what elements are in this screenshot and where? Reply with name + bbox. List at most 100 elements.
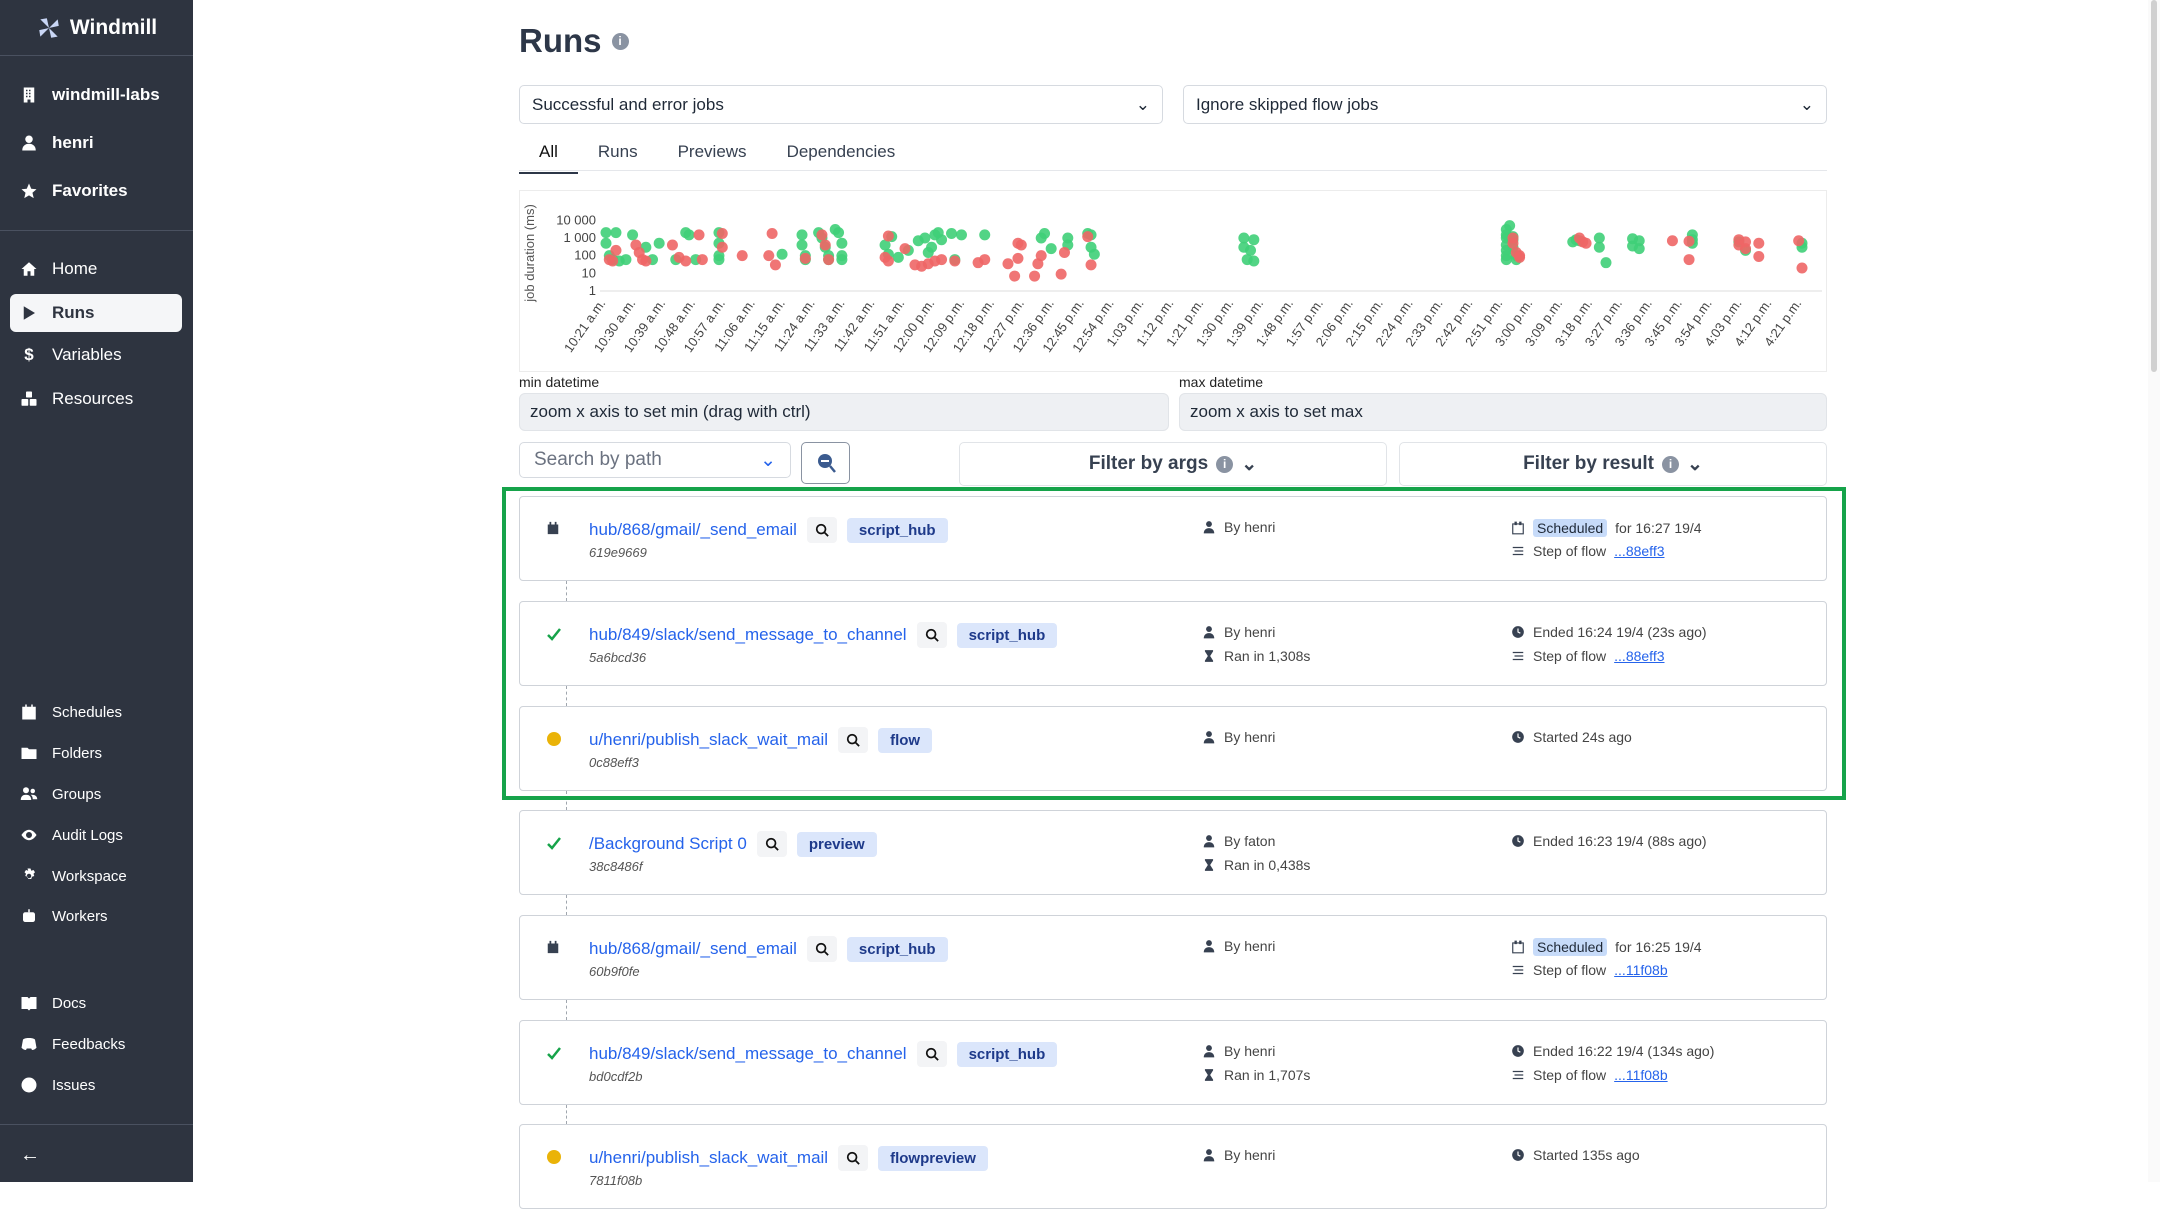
- filter-by-args-button[interactable]: Filter by args i ⌄: [959, 442, 1387, 486]
- sidebar-item-feedbacks[interactable]: Feedbacks: [10, 1025, 182, 1063]
- filter-args-label: Filter by args: [1088, 453, 1209, 474]
- sidebar-item-issues[interactable]: Issues: [10, 1066, 182, 1104]
- parent-flow: Step of flow ...88eff3: [1511, 648, 1665, 664]
- run-row[interactable]: u/henri/publish_slack_wait_mail flow 0c88…: [519, 706, 1827, 791]
- duration-text: Ran in 0,438s: [1224, 857, 1311, 873]
- job-kind-select[interactable]: Successful and error jobs ⌄: [519, 85, 1163, 124]
- success-point: [1633, 243, 1645, 255]
- info-icon: i: [1216, 455, 1234, 473]
- search-icon[interactable]: [916, 1041, 947, 1067]
- search-icon[interactable]: [838, 1145, 869, 1171]
- success-point: [1504, 220, 1516, 232]
- sidebar-workspace[interactable]: windmill-labs: [10, 76, 182, 114]
- sidebar-item-audit-logs[interactable]: Audit Logs: [10, 816, 182, 854]
- success-point: [1633, 235, 1645, 247]
- run-path-link[interactable]: u/henri/publish_slack_wait_mail: [589, 1148, 829, 1167]
- sidebar-item-workers[interactable]: Workers: [10, 897, 182, 935]
- min-datetime-label: min datetime: [519, 374, 600, 390]
- sidebar-item-variables[interactable]: $ Variables: [10, 336, 182, 374]
- failure-point: [1082, 231, 1094, 243]
- run-path-link[interactable]: /Background Script 0: [589, 834, 747, 853]
- scrollbar[interactable]: [2148, 0, 2160, 1182]
- tab-previews[interactable]: Previews: [677, 142, 747, 161]
- parent-flow-link[interactable]: ...11f08b: [1614, 1067, 1668, 1083]
- y-tick-label: 10 000: [556, 212, 596, 227]
- max-datetime-input[interactable]: zoom x axis to set max: [1179, 393, 1827, 431]
- success-point: [1039, 227, 1051, 239]
- sidebar-item-label: Feedbacks: [52, 1035, 126, 1053]
- run-path-link[interactable]: hub/849/slack/send_message_to_channel: [589, 1044, 907, 1063]
- sidebar-item-home[interactable]: Home: [10, 250, 182, 288]
- search-by-path-input[interactable]: Search by path ⌄: [519, 442, 791, 478]
- job-id: bd0cdf2b: [589, 1069, 643, 1084]
- sidebar-item-runs[interactable]: Runs: [10, 294, 182, 332]
- failure-point: [1683, 235, 1695, 247]
- flow-connector: [566, 895, 567, 915]
- failure-point: [1029, 270, 1041, 282]
- runs-chart[interactable]: job duration (ms) 10 000 1 000 100 10 1 10:21 …: [519, 190, 1827, 372]
- status-icon: [546, 940, 562, 956]
- run-row[interactable]: hub/868/gmail/_send_email script_hub 60b9…: [519, 915, 1827, 1000]
- duration-text: Ran in 1,707s: [1224, 1067, 1311, 1083]
- sidebar-item-groups[interactable]: Groups: [10, 775, 182, 813]
- windmill-logo-icon: [39, 17, 59, 38]
- run-row[interactable]: /Background Script 0 preview 38c8486f By …: [519, 810, 1827, 895]
- zoom-out-button[interactable]: [801, 442, 850, 484]
- info-icon[interactable]: i: [611, 32, 629, 50]
- brand-logo[interactable]: Windmill: [0, 0, 193, 56]
- scrollbar-thumb[interactable]: [2151, 0, 2157, 372]
- sidebar-item-schedules[interactable]: Schedules: [10, 693, 182, 731]
- run-path-link[interactable]: hub/849/slack/send_message_to_channel: [589, 625, 907, 644]
- clock-icon: [1512, 1045, 1524, 1057]
- run-path-link[interactable]: hub/868/gmail/_send_email: [589, 939, 797, 958]
- collapse-sidebar-button[interactable]: ←: [10, 1136, 60, 1174]
- sidebar-item-folders[interactable]: Folders: [10, 734, 182, 772]
- filter-by-result-button[interactable]: Filter by result i ⌄: [1399, 442, 1827, 486]
- y-tick-label: 10: [582, 265, 596, 280]
- parent-flow-link[interactable]: ...11f08b: [1614, 962, 1668, 978]
- sidebar-item-docs[interactable]: Docs: [10, 984, 182, 1022]
- success-point: [836, 237, 848, 249]
- run-row[interactable]: hub/868/gmail/_send_email script_hub 619e…: [519, 496, 1827, 581]
- sidebar-item-label: Workers: [52, 907, 108, 925]
- sidebar-favorites[interactable]: Favorites: [10, 172, 182, 210]
- status-icon: [546, 835, 562, 851]
- run-row[interactable]: hub/849/slack/send_message_to_channel scr…: [519, 1020, 1827, 1105]
- min-datetime-input[interactable]: zoom x axis to set min (drag with ctrl): [519, 393, 1169, 431]
- users-icon: [20, 787, 38, 800]
- skipped-jobs-select[interactable]: Ignore skipped flow jobs ⌄: [1183, 85, 1827, 124]
- search-icon[interactable]: [806, 517, 837, 543]
- sidebar-item-workspace[interactable]: Workspace: [10, 857, 182, 895]
- tab-dependencies[interactable]: Dependencies: [786, 142, 896, 161]
- list-icon: [1512, 965, 1524, 975]
- clock-icon: [1512, 835, 1524, 847]
- sidebar-item-resources[interactable]: Resources: [10, 380, 182, 418]
- run-author: By henri: [1202, 1043, 1275, 1059]
- search-icon[interactable]: [838, 727, 869, 753]
- run-row[interactable]: hub/849/slack/send_message_to_channel scr…: [519, 601, 1827, 686]
- flow-connector: [566, 581, 567, 601]
- sidebar-item-label: Workspace: [52, 867, 127, 885]
- parent-flow-link[interactable]: ...88eff3: [1614, 648, 1665, 664]
- success-point: [946, 227, 958, 239]
- tab-runs[interactable]: Runs: [597, 142, 638, 161]
- failure-point: [1085, 259, 1097, 271]
- tab-all[interactable]: All: [519, 140, 578, 174]
- search-icon[interactable]: [756, 831, 787, 857]
- run-path-link[interactable]: hub/868/gmail/_send_email: [589, 520, 797, 539]
- search-icon[interactable]: [916, 622, 947, 648]
- max-datetime-label: max datetime: [1179, 374, 1264, 390]
- failure-point: [1793, 235, 1805, 247]
- failure-point: [899, 243, 911, 255]
- step-of-flow-label: Step of flow: [1533, 962, 1607, 978]
- sidebar-user[interactable]: henri: [10, 124, 182, 162]
- author-text: By henri: [1224, 1147, 1276, 1163]
- search-icon[interactable]: [806, 936, 837, 962]
- success-point: [653, 237, 665, 249]
- parent-flow-link[interactable]: ...88eff3: [1614, 543, 1665, 559]
- run-path-link[interactable]: u/henri/publish_slack_wait_mail: [589, 730, 829, 749]
- time-text: Ended 16:23 19/4 (88s ago): [1533, 833, 1707, 849]
- run-author: By henri: [1202, 729, 1275, 745]
- run-row[interactable]: u/henri/publish_slack_wait_mail flowprevi…: [519, 1124, 1827, 1209]
